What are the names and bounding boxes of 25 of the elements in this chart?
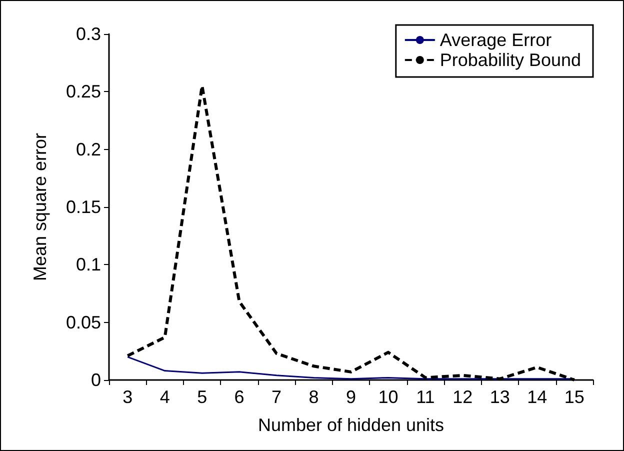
x-tick-label: 7 — [272, 387, 282, 407]
x-tick-label: 8 — [308, 387, 319, 407]
x-tick-label: 14 — [527, 387, 548, 407]
line-series — [126, 356, 576, 380]
x-tick-label: 9 — [346, 387, 356, 407]
x-tick-label: 5 — [197, 387, 208, 407]
x-tick-label: 3 — [122, 387, 133, 407]
y-tick-label: 0.25 — [66, 82, 101, 102]
y-axis-title: Mean square error — [30, 132, 50, 282]
x-axis-title: Number of hidden units — [258, 415, 444, 435]
x-tick-label: 12 — [452, 387, 473, 407]
y-tick-label: 0.1 — [76, 254, 101, 275]
legend-label: Probability Bound — [440, 50, 582, 70]
y-tick-label: 0.05 — [66, 312, 101, 332]
x-tick-label: 15 — [564, 387, 584, 407]
x-tick-label: 10 — [378, 387, 398, 407]
x-tick-label: 4 — [160, 387, 170, 407]
x-tick-label: 13 — [490, 387, 510, 407]
x-tick-label: 6 — [234, 387, 244, 407]
y-tick-label: 0.3 — [76, 24, 101, 44]
x-tick-label: 11 — [416, 387, 435, 407]
y-tick-label: 0.15 — [66, 197, 101, 217]
legend-label: Average Error — [440, 30, 552, 50]
y-tick-label: 0.2 — [76, 139, 101, 160]
y-tick-label: 0 — [90, 370, 101, 390]
